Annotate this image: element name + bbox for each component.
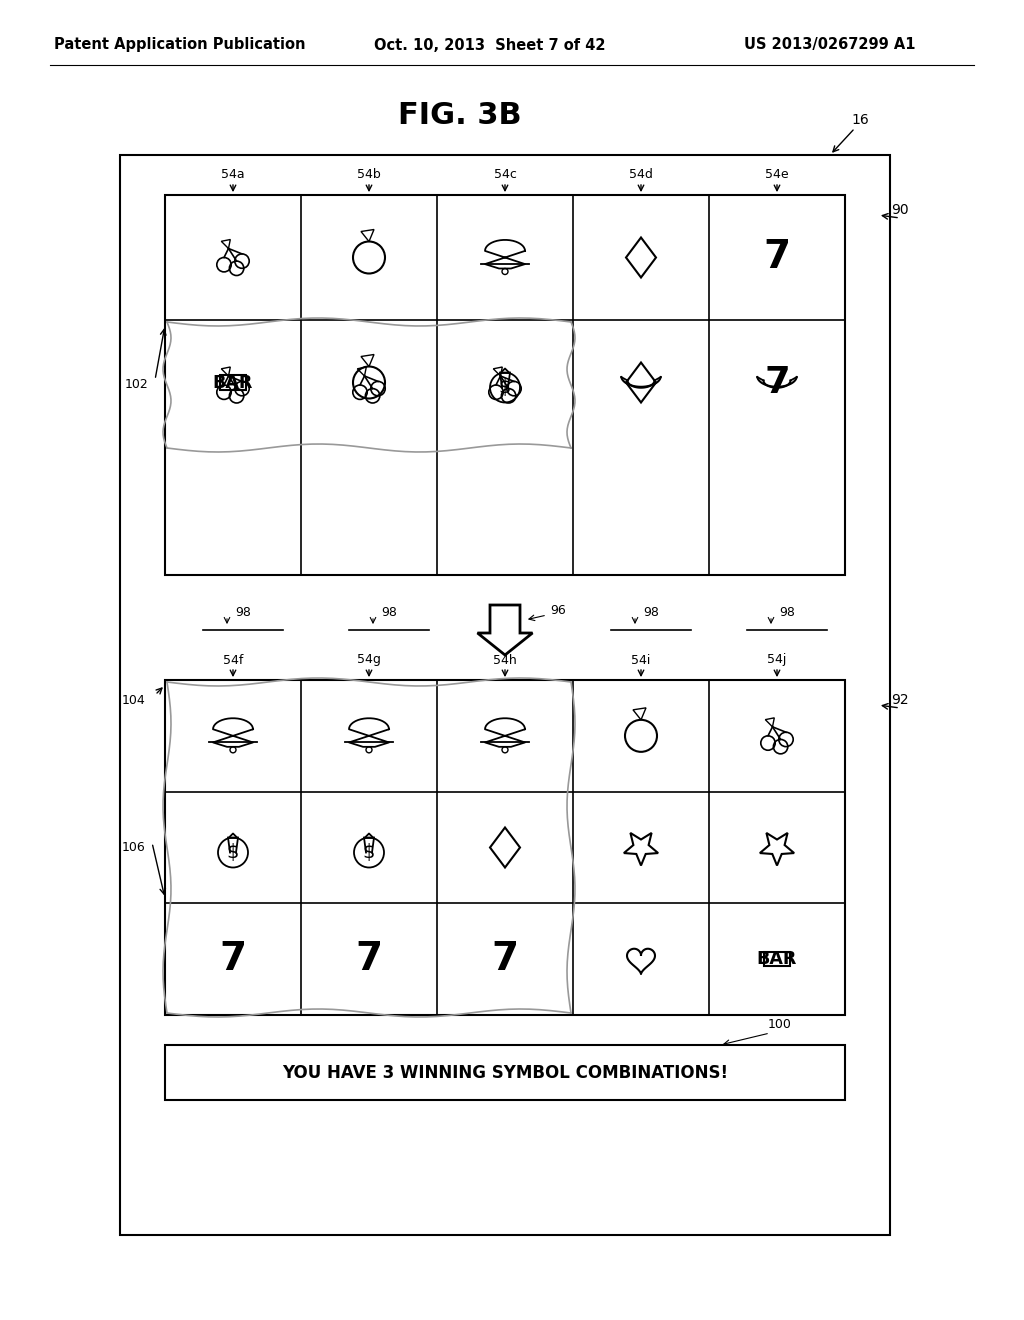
Text: 7: 7 — [355, 940, 383, 978]
Text: 104: 104 — [121, 693, 145, 706]
Text: 54g: 54g — [357, 653, 381, 667]
Text: 7: 7 — [764, 364, 790, 401]
Text: 54j: 54j — [767, 653, 786, 667]
Text: YOU HAVE 3 WINNING SYMBOL COMBINATIONS!: YOU HAVE 3 WINNING SYMBOL COMBINATIONS! — [282, 1064, 728, 1081]
Text: 54c: 54c — [494, 169, 516, 181]
Text: 7: 7 — [219, 940, 247, 978]
Text: 16: 16 — [851, 114, 869, 127]
Bar — [165, 1045, 845, 1100]
Text: 98: 98 — [779, 606, 795, 619]
Text: 98: 98 — [643, 606, 658, 619]
Text: 96: 96 — [550, 603, 565, 616]
Text: 106: 106 — [121, 841, 145, 854]
Bar — [165, 680, 845, 1015]
Text: BAR: BAR — [213, 374, 253, 392]
Text: BAR: BAR — [757, 950, 798, 968]
Bar — [165, 195, 845, 576]
Text: 98: 98 — [381, 606, 397, 619]
Bar — [120, 154, 890, 1236]
Text: $: $ — [362, 843, 375, 862]
Text: Oct. 10, 2013  Sheet 7 of 42: Oct. 10, 2013 Sheet 7 of 42 — [374, 37, 606, 53]
Text: 7: 7 — [764, 239, 791, 276]
Text: 92: 92 — [891, 693, 909, 708]
FancyArrow shape — [477, 605, 532, 655]
Bar — [220, 375, 246, 389]
Text: 90: 90 — [891, 203, 909, 216]
Text: 54h: 54h — [494, 653, 517, 667]
FancyArrowPatch shape — [494, 607, 516, 653]
Text: 7: 7 — [492, 940, 518, 978]
Text: 54b: 54b — [357, 169, 381, 181]
Text: US 2013/0267299 A1: US 2013/0267299 A1 — [744, 37, 915, 53]
Text: $: $ — [499, 378, 511, 397]
Text: Patent Application Publication: Patent Application Publication — [54, 37, 306, 53]
Text: 98: 98 — [236, 606, 251, 619]
Text: FIG. 3B: FIG. 3B — [398, 100, 522, 129]
Text: 54a: 54a — [221, 169, 245, 181]
Text: 54f: 54f — [223, 653, 243, 667]
Text: 54i: 54i — [632, 653, 650, 667]
Text: 54d: 54d — [629, 169, 653, 181]
Text: 54e: 54e — [765, 169, 788, 181]
Text: 102: 102 — [124, 379, 148, 392]
Text: $: $ — [226, 843, 240, 862]
Bar — [764, 952, 790, 966]
Text: 100: 100 — [768, 1019, 792, 1031]
